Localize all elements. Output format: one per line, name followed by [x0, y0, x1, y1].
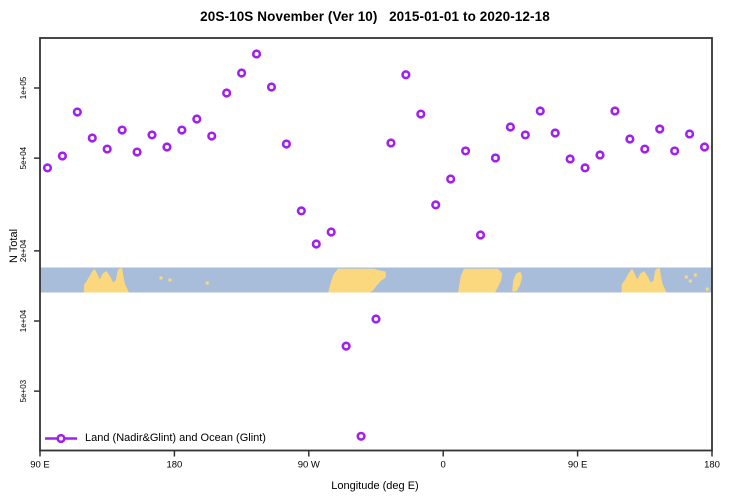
data-point: [132, 147, 142, 157]
data-point: [356, 431, 366, 441]
chart-title: 20S-10S November (Ver 10) 2015-01-01 to …: [200, 9, 550, 24]
legend-marker-icon: [45, 433, 77, 443]
map-band-island: [693, 273, 697, 277]
data-point: [281, 139, 292, 149]
data-point: [371, 314, 381, 324]
data-point: [655, 124, 665, 134]
data-point: [251, 49, 262, 59]
map-band-island: [705, 287, 709, 291]
data-point: [311, 239, 321, 249]
data-point: [266, 82, 277, 92]
y-tick-label: 5e+04: [19, 146, 28, 169]
data-point: [222, 88, 232, 98]
data-point: [326, 227, 336, 237]
y-tick-label: 2e+04: [19, 239, 28, 262]
data-point: [520, 130, 530, 140]
data-point: [431, 200, 441, 210]
data-point: [684, 129, 695, 139]
map-band-land: [328, 268, 386, 293]
data-point: [147, 130, 157, 140]
data-point: [550, 128, 560, 138]
map-band-island: [205, 281, 209, 285]
map-band-island: [684, 275, 688, 279]
data-point: [87, 133, 97, 143]
y-tick-label: 1e+04: [19, 309, 28, 332]
data-point: [461, 146, 471, 156]
map-band-island: [688, 279, 692, 283]
data-point: [386, 138, 396, 148]
data-point: [446, 174, 456, 184]
data-point: [699, 142, 710, 152]
data-point: [102, 144, 112, 154]
data-point: [670, 146, 680, 156]
data-point: [401, 70, 411, 80]
data-point: [117, 125, 127, 135]
x-tick-label: 0: [441, 460, 446, 471]
x-tick-label: 180: [166, 460, 182, 471]
data-point: [341, 341, 351, 351]
data-point: [640, 144, 650, 154]
data-point: [237, 68, 247, 78]
data-point: [610, 106, 620, 116]
data-point: [595, 150, 605, 160]
x-axis-title: Longitude (deg E): [331, 480, 419, 492]
data-point: [490, 153, 501, 163]
data-point: [207, 131, 217, 141]
map-band-island: [159, 276, 163, 280]
map-band-island: [168, 278, 172, 282]
data-point: [580, 163, 590, 173]
data-point: [72, 107, 82, 117]
map-band-land: [458, 268, 503, 293]
data-point: [296, 206, 306, 216]
data-point: [192, 114, 202, 124]
data-point: [505, 122, 516, 132]
data-point: [162, 142, 172, 152]
y-tick-label: 5e+03: [19, 379, 28, 402]
x-tick-label: 180: [704, 460, 720, 471]
x-tick-label: 90 E: [568, 460, 588, 471]
data-point: [177, 125, 187, 135]
x-tick-label: 90 E: [30, 460, 50, 471]
plot-box: [39, 37, 713, 452]
data-point: [57, 151, 68, 161]
data-point: [416, 109, 426, 119]
map-band-land: [512, 271, 523, 292]
data-point: [535, 106, 545, 116]
y-tick-label: 1e+05: [19, 76, 28, 99]
data-point: [42, 163, 53, 173]
map-band-land: [621, 268, 667, 293]
data-point: [625, 134, 635, 144]
legend: Land (Nadir&Glint) and Ocean (Glint): [44, 430, 266, 446]
map-band-land: [84, 268, 130, 293]
x-tick-label: 90 W: [298, 460, 320, 471]
data-point: [565, 154, 575, 164]
legend-label: Land (Nadir&Glint) and Ocean (Glint): [85, 432, 266, 444]
data-point: [475, 230, 486, 240]
